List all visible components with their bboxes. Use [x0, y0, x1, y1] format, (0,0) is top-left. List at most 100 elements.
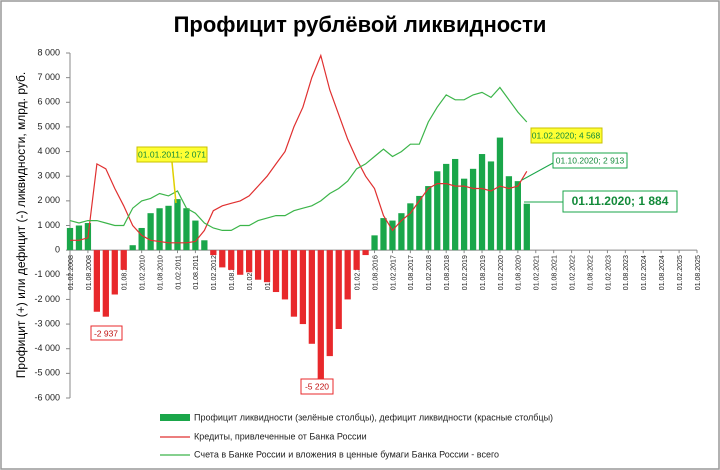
bar: [443, 163, 450, 251]
legend-label: Кредиты, привлеченные от Банка России: [194, 431, 367, 441]
bar: [183, 208, 190, 251]
annotation: 01.01.2011; 2 071: [138, 149, 206, 159]
x-tick-label: 01.08.2019: [480, 255, 487, 290]
bar: [362, 250, 369, 256]
callout-box: [552, 152, 628, 169]
bar: [452, 158, 459, 251]
legend-swatch: [160, 414, 190, 421]
y-tick-label: 5 000: [37, 121, 60, 131]
y-tick-label: -3 000: [34, 318, 60, 328]
bar: [344, 250, 351, 300]
x-tick-label: 01.02.2021: [534, 255, 541, 290]
y-tick-label: -4 000: [34, 343, 60, 353]
bar: [434, 171, 441, 251]
bar: [75, 225, 83, 251]
bar: [147, 213, 154, 251]
x-tick-label: 01.02.2017: [390, 255, 397, 290]
bar: [138, 227, 145, 251]
bar: [210, 250, 217, 256]
y-tick-label: -1 000: [34, 269, 60, 279]
bar: [469, 168, 477, 251]
bar: [192, 220, 199, 251]
x-tick-label: 01.08.2009: [122, 255, 129, 290]
y-axis-label: Профицит (+) или дефицит (-) ликвидности…: [14, 72, 28, 378]
bar: [263, 250, 271, 283]
bar: [237, 250, 244, 275]
line: [69, 86, 528, 231]
x-tick-label: 01.08.2025: [695, 255, 702, 290]
bar: [514, 181, 521, 251]
x-tick-label: 01.08.2008: [86, 255, 93, 290]
bar: [487, 161, 495, 251]
x-tick-label: 01.02.2024: [641, 255, 648, 290]
bar: [246, 250, 253, 273]
y-tick-label: 0: [55, 245, 60, 255]
y-tick-label: 7 000: [37, 72, 60, 82]
y-tick-label: 2 000: [37, 195, 60, 205]
annotation: 01.11.2020; 1 884: [572, 194, 669, 208]
annotation: 01.10.2020; 2 913: [556, 155, 625, 165]
x-tick-label: 01.08.2021: [552, 255, 559, 290]
x-tick-label: 01.02.2011: [175, 255, 182, 290]
y-tick-label: 4 000: [37, 146, 60, 156]
callout-line: [521, 162, 554, 181]
callout-line: [171, 161, 177, 204]
bar: [523, 203, 530, 251]
x-tick-label: 01.08.2024: [659, 255, 666, 290]
bar: [496, 137, 504, 251]
bar: [129, 245, 136, 251]
x-tick-label: 01.02.2010: [140, 255, 147, 290]
legend-label: Счета в Банке России и вложения в ценные…: [194, 449, 499, 459]
bar: [102, 250, 109, 317]
y-tick-label: 1 000: [37, 220, 60, 230]
x-tick-label: 01.02.2025: [677, 255, 684, 290]
bar: [317, 250, 324, 379]
legend: Профицит ликвидности (зелёные столбцы), …: [160, 412, 553, 459]
bar: [93, 250, 101, 312]
bar: [165, 205, 172, 251]
x-tick-label: 01.08.2012: [229, 255, 236, 290]
y-tick-label: 8 000: [37, 47, 60, 57]
annotation: -5 220: [305, 381, 329, 391]
bar: [120, 250, 127, 270]
y-tick-label: -5 000: [34, 368, 60, 378]
x-tick-label: 01.02.2013: [247, 255, 254, 290]
x-tick-label: 01.08.2023: [623, 255, 630, 290]
bar: [335, 250, 342, 329]
bar: [407, 203, 414, 251]
bar: [460, 178, 468, 251]
bar: [66, 227, 74, 251]
x-tick-label: 01.02.2019: [462, 255, 469, 290]
line: [70, 53, 528, 244]
y-tick-label: 3 000: [37, 171, 60, 181]
bar: [290, 250, 298, 317]
x-tick-label: 01.02.2020: [498, 255, 505, 290]
annotation: 01.02.2020; 4 568: [532, 130, 601, 140]
x-tick-label: 01.02.2008: [68, 255, 75, 290]
bar: [272, 250, 280, 293]
bar: [281, 250, 289, 300]
callout-box: [530, 127, 603, 144]
bar: [156, 208, 163, 251]
bar: [308, 250, 315, 344]
callout-box: [90, 325, 123, 341]
callout-box: [300, 378, 334, 395]
y-tick-label: -2 000: [34, 294, 60, 304]
annotations: 01.01.2011; 2 071 01.02.2020; 4 568 01.1…: [90, 127, 678, 395]
x-tick-label: 01.08.2016: [372, 255, 379, 290]
x-tick-label: 01.08.2011: [193, 255, 200, 290]
annotation: -2 937: [94, 328, 118, 338]
callout-box: [136, 146, 208, 163]
bar: [254, 250, 262, 280]
x-tick-label: 01.08.2018: [444, 255, 451, 290]
bar: [201, 240, 208, 251]
bar: [299, 250, 307, 325]
callout-box: [562, 190, 678, 213]
bar: [505, 176, 513, 251]
x-tick-label: 01.08.2022: [587, 255, 594, 290]
x-tick-label: 01.02.2018: [426, 255, 433, 290]
bar: [228, 250, 235, 270]
bar: [371, 235, 378, 251]
